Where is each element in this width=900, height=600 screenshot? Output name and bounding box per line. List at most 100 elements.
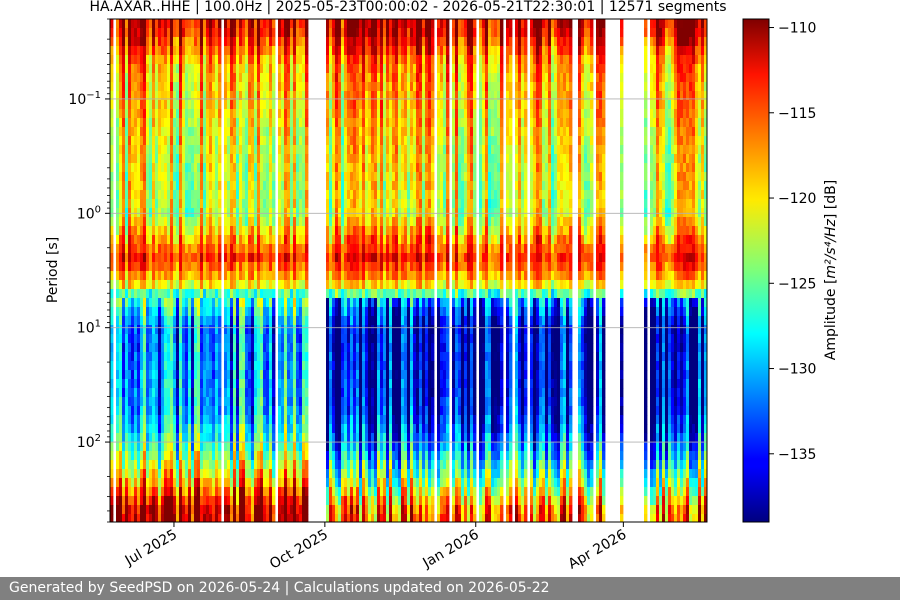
heatmap-cell <box>227 496 231 506</box>
heatmap-cell <box>176 37 180 47</box>
heatmap-cell <box>230 262 234 272</box>
heatmap-cell <box>119 19 123 29</box>
heatmap-cell <box>233 316 237 326</box>
heatmap-cell <box>305 415 309 425</box>
heatmap-cell <box>362 46 366 56</box>
heatmap-cell <box>233 55 237 65</box>
heatmap-cell <box>206 280 210 290</box>
heatmap-cell <box>140 424 144 434</box>
heatmap-cell <box>296 55 300 65</box>
heatmap-cell <box>224 325 228 335</box>
heatmap-cell <box>218 460 222 470</box>
heatmap-cell <box>128 226 132 236</box>
heatmap-cell <box>227 514 231 522</box>
heatmap-cell <box>344 370 348 380</box>
heatmap-cell <box>215 127 219 137</box>
heatmap-cell <box>188 460 192 470</box>
heatmap-cell <box>182 478 186 488</box>
heatmap-cell <box>146 496 150 506</box>
heatmap-cell <box>290 190 294 200</box>
heatmap-cell <box>389 316 393 326</box>
heatmap-cell <box>356 109 360 119</box>
heatmap-cell <box>182 73 186 83</box>
heatmap-cell <box>338 226 342 236</box>
heatmap-cell <box>287 460 291 470</box>
heatmap-cell <box>266 118 270 128</box>
heatmap-cell <box>239 208 243 218</box>
heatmap-cell <box>161 208 165 218</box>
heatmap-cell <box>302 289 306 299</box>
heatmap-cell <box>110 361 114 371</box>
heatmap-cell <box>212 514 216 522</box>
heatmap-cell <box>227 172 231 182</box>
heatmap-cell <box>296 145 300 155</box>
heatmap-cell <box>140 451 144 461</box>
heatmap-cell <box>254 460 258 470</box>
heatmap-cell <box>200 199 204 209</box>
heatmap-cell <box>152 325 156 335</box>
heatmap-cell <box>392 271 396 281</box>
heatmap-column <box>338 19 342 522</box>
heatmap-cell <box>110 478 114 488</box>
heatmap-cell <box>296 271 300 281</box>
heatmap-cell <box>158 424 162 434</box>
heatmap-cell <box>272 361 276 371</box>
heatmap-cell <box>227 208 231 218</box>
heatmap-cell <box>356 433 360 443</box>
heatmap-cell <box>302 136 306 146</box>
heatmap-cell <box>134 442 138 452</box>
heatmap-cell <box>149 487 153 497</box>
heatmap-cell <box>305 388 309 398</box>
heatmap-cell <box>395 478 399 488</box>
heatmap-column <box>137 19 141 522</box>
heatmap-cell <box>365 262 369 272</box>
heatmap-cell <box>161 352 165 362</box>
heatmap-cell <box>338 262 342 272</box>
heatmap-cell <box>131 424 135 434</box>
heatmap-cell <box>119 46 123 56</box>
heatmap-cell <box>326 469 330 479</box>
heatmap-cell <box>230 46 234 56</box>
heatmap-cell <box>299 235 303 245</box>
heatmap-cell <box>119 487 123 497</box>
heatmap-cell <box>155 145 159 155</box>
heatmap-cell <box>296 298 300 308</box>
heatmap-cell <box>248 37 252 47</box>
heatmap-cell <box>251 28 255 38</box>
heatmap-cell <box>203 514 207 522</box>
heatmap-cell <box>179 514 183 522</box>
heatmap-cell <box>263 244 267 254</box>
heatmap-cell <box>350 163 354 173</box>
heatmap-cell <box>212 199 216 209</box>
heatmap-cell <box>278 478 282 488</box>
heatmap-cell <box>137 388 141 398</box>
heatmap-cell <box>182 181 186 191</box>
heatmap-cell <box>272 55 276 65</box>
heatmap-cell <box>260 262 264 272</box>
heatmap-cell <box>179 226 183 236</box>
heatmap-cell <box>200 154 204 164</box>
heatmap-cell <box>110 397 114 407</box>
heatmap-cell <box>278 433 282 443</box>
heatmap-cell <box>110 244 114 254</box>
heatmap-cell <box>200 316 204 326</box>
heatmap-cell <box>383 127 387 137</box>
heatmap-cell <box>140 217 144 227</box>
heatmap-cell <box>329 406 333 416</box>
heatmap-cell <box>269 352 273 362</box>
heatmap-cell <box>332 388 336 398</box>
heatmap-cell <box>362 514 366 522</box>
heatmap-cell <box>365 343 369 353</box>
heatmap-cell <box>347 451 351 461</box>
heatmap-cell <box>209 298 213 308</box>
heatmap-cell <box>257 379 261 389</box>
heatmap-cell <box>335 28 339 38</box>
heatmap-cell <box>185 433 189 443</box>
heatmap-cell <box>224 271 228 281</box>
heatmap-cell <box>368 145 372 155</box>
heatmap-cell <box>266 55 270 65</box>
heatmap-cell <box>122 154 126 164</box>
heatmap-cell <box>377 271 381 281</box>
heatmap-cell <box>242 370 246 380</box>
heatmap-cell <box>383 406 387 416</box>
